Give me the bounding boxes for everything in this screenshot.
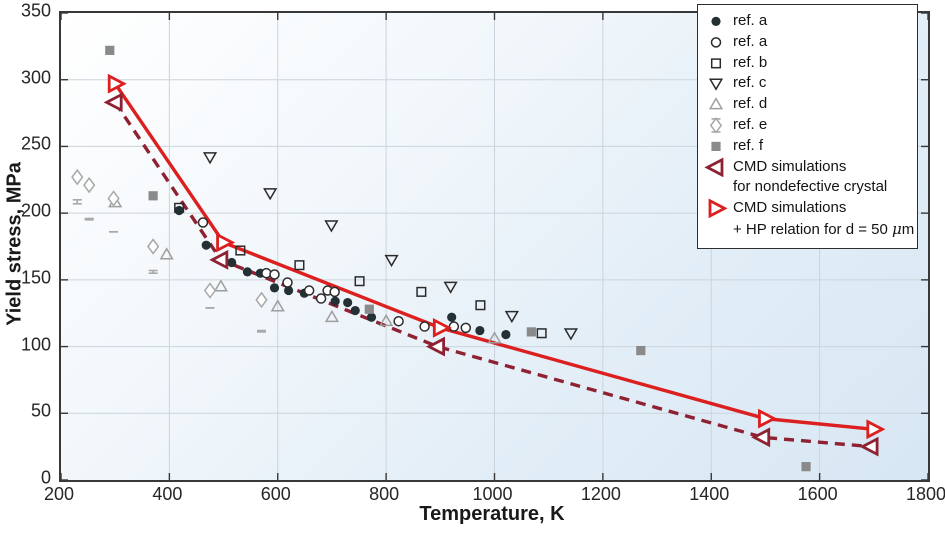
legend-item: ref. f [703,136,913,157]
legend-label: ref. f [733,136,764,154]
x-tick-label: 1000 [472,484,513,504]
legend-item: ref. e [703,115,913,136]
legend-label: ref. a [733,12,768,29]
legend-marker-triangle-down-icon [708,78,724,92]
legend-label: CMD simulations + HP relation for d = 50 … [733,199,915,238]
legend-label: ref. d [733,95,768,113]
y-tick-label: 100 [20,334,51,355]
x-tick-label: 200 [43,484,75,504]
chart-canvas [61,13,928,480]
legend-marker-triangle-up-icon [708,97,724,110]
y-tick-label: 150 [20,267,51,288]
legend-marker-square-filled-icon [711,141,721,151]
y-tick-label: 50 [30,400,51,421]
legend-item: ref. c [703,73,913,94]
legend-marker-triangle-right-icon [708,198,728,219]
legend-item: ref. b [703,53,913,74]
y-tick-label: 200 [20,200,51,221]
x-tick-label: 1200 [580,484,621,504]
mu-symbol: μ [892,219,902,238]
legend-marker-diamond-errorbar-icon [709,117,723,134]
y-tick-label: 250 [20,133,51,154]
legend-label: ref. b [733,53,768,71]
y-tick-label: 0 [40,467,51,488]
x-tick-label: 1800 [905,484,945,504]
x-tick-label: 800 [369,484,400,504]
legend-marker-circle-open-icon [710,36,722,48]
legend-label: ref. a [733,32,768,50]
legend-marker-square-open-icon [710,57,722,69]
legend-item: CMD simulations + HP relation for d = 50 … [703,198,915,241]
x-tick-label: 1600 [797,484,838,504]
legend-label: CMD simulations for nondefective crystal [733,157,888,196]
legend-marker-triangle-left-icon [704,157,724,177]
x-tick-label: 400 [152,484,183,504]
x-axis-label: Temperature, K [419,503,565,525]
legend-item: ref. a [703,11,913,32]
legend-label: ref. c [733,74,767,92]
y-tick-label: 300 [20,67,51,88]
x-tick-label: 600 [260,484,291,504]
legend-label: ref. e [733,115,768,133]
legend-marker-circle-filled-icon [711,16,721,26]
y-axis-label: Yield stress, MPa [3,162,26,326]
legend-item: CMD simulations for nondefective crystal [703,157,913,199]
legend-item: ref. a [703,32,913,53]
legend-item: ref. d [703,94,913,115]
legend: ref. a ref. a ref. b ref. c ref. d ref. e ref.… [697,4,918,249]
y-tick-label: 350 [20,0,51,21]
x-tick-label: 1400 [689,484,730,504]
